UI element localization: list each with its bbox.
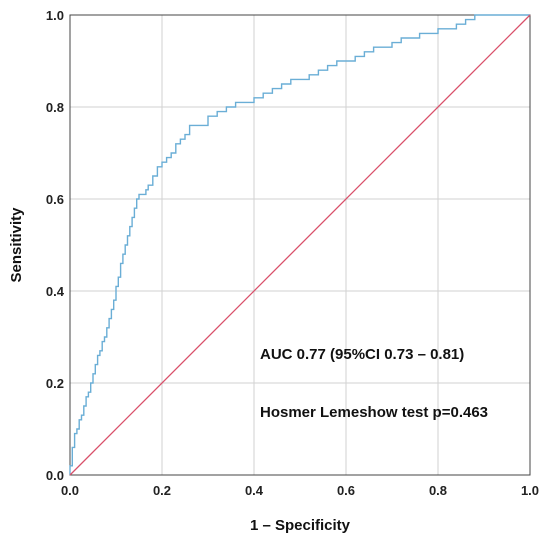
x-axis-title: 1 – Specificity — [250, 517, 351, 534]
roc-curve-line — [69, 14, 530, 475]
x-tick-label: 0.2 — [153, 483, 171, 498]
x-tick-label: 0.8 — [429, 483, 447, 498]
plot-frame — [69, 14, 531, 476]
hosmer-lemeshow-annotation: Hosmer Lemeshow test p=0.463 — [260, 404, 488, 421]
series-layer — [69, 14, 531, 476]
x-tick-label: 0.6 — [337, 483, 355, 498]
plot-border — [69, 14, 531, 476]
x-tick-labels: 0.0 0.2 0.4 0.6 0.8 1.0 — [61, 483, 539, 498]
auc-annotation: AUC 0.77 (95%CI 0.73 – 0.81) — [260, 346, 464, 363]
y-tick-label: 0.0 — [46, 468, 64, 483]
y-axis-title: Sensitivity — [8, 207, 25, 283]
y-tick-label: 1.0 — [46, 8, 64, 23]
x-tick-label: 0.0 — [61, 483, 79, 498]
y-tick-labels: 0.0 0.2 0.4 0.6 0.8 1.0 — [46, 8, 65, 483]
x-tick-label: 1.0 — [521, 483, 539, 498]
y-tick-label: 0.6 — [46, 192, 64, 207]
y-tick-label: 0.2 — [46, 376, 64, 391]
x-tick-label: 0.4 — [245, 483, 264, 498]
y-tick-label: 0.4 — [46, 284, 65, 299]
y-tick-label: 0.8 — [46, 100, 64, 115]
reference-diagonal-line — [69, 14, 531, 476]
